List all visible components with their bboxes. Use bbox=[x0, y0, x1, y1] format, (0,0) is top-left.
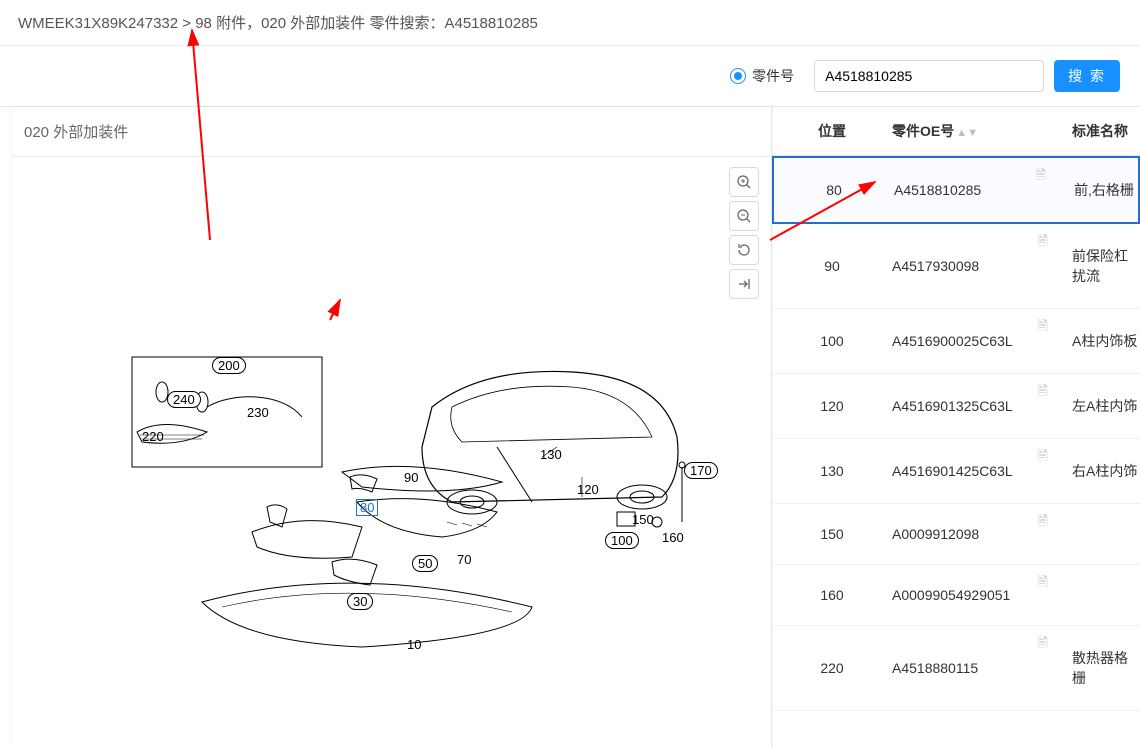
callout-50[interactable]: 50 bbox=[412, 555, 438, 572]
breadcrumb-sep: > bbox=[182, 15, 191, 32]
search-type-radio[interactable]: 零件号 bbox=[730, 66, 794, 86]
sort-icon: ▲▼ bbox=[956, 127, 978, 139]
callout-130[interactable]: 130 bbox=[540, 447, 562, 462]
table-header: 位置 零件OE号▲▼ 标准名称 bbox=[772, 107, 1140, 156]
search-bar: 零件号 搜 索 bbox=[0, 46, 1140, 106]
cell-position: 130 bbox=[772, 463, 892, 479]
callout-160[interactable]: 160 bbox=[662, 530, 684, 545]
cell-name: 前保险杠扰流 bbox=[1062, 246, 1140, 286]
callout-100[interactable]: 100 bbox=[605, 532, 639, 549]
callout-170[interactable]: 170 bbox=[684, 462, 718, 479]
callout-70[interactable]: 70 bbox=[457, 552, 471, 567]
search-button[interactable]: 搜 索 bbox=[1054, 60, 1120, 92]
radio-label: 零件号 bbox=[752, 66, 794, 86]
cell-oe: A4516901425C63L bbox=[892, 463, 1062, 479]
document-icon[interactable]: 🗎 bbox=[1038, 634, 1048, 656]
callout-200[interactable]: 200 bbox=[212, 357, 246, 374]
callout-10[interactable]: 10 bbox=[407, 637, 421, 652]
document-icon[interactable]: 🗎 bbox=[1036, 166, 1046, 188]
cell-oe: A4517930098 bbox=[892, 258, 1062, 274]
cell-position: 220 bbox=[772, 660, 892, 676]
cell-position: 150 bbox=[772, 526, 892, 542]
diagram-panel: 020 外部加装件 bbox=[12, 107, 772, 748]
document-icon[interactable]: 🗎 bbox=[1038, 317, 1048, 339]
table-row[interactable]: 120A4516901325C63L左A柱内饰 🗎 bbox=[772, 374, 1140, 439]
document-icon[interactable]: 🗎 bbox=[1038, 232, 1048, 254]
radio-dot-icon bbox=[730, 68, 746, 84]
cell-position: 90 bbox=[772, 258, 892, 274]
callout-30[interactable]: 30 bbox=[347, 593, 373, 610]
cell-name: 左A柱内饰 bbox=[1062, 396, 1140, 416]
cell-name: 散热器格栅 bbox=[1062, 648, 1140, 688]
cell-position: 160 bbox=[772, 587, 892, 603]
callout-120[interactable]: 120 bbox=[577, 482, 599, 497]
table-row[interactable]: 160A00099054929051🗎 bbox=[772, 565, 1140, 626]
panel-title: 020 外部加装件 bbox=[12, 107, 771, 157]
callout-220[interactable]: 220 bbox=[142, 429, 164, 444]
breadcrumb: WMEEK31X89K247332 > 98 附件，020 外部加装件 零件搜索… bbox=[0, 0, 1140, 46]
diagram-area[interactable]: 200 240 230 220 130 170 90 80 120 150 160 100 70 50 30… bbox=[12, 157, 771, 717]
breadcrumb-vin[interactable]: WMEEK31X89K247332 bbox=[18, 15, 178, 32]
breadcrumb-search-value: A4518810285 bbox=[444, 15, 537, 32]
table-row[interactable]: 150A0009912098🗎 bbox=[772, 504, 1140, 565]
cell-oe: A0009912098 bbox=[892, 526, 1062, 542]
document-icon[interactable]: 🗎 bbox=[1038, 382, 1048, 404]
table-row[interactable]: 90A4517930098前保险杠扰流 🗎 bbox=[772, 224, 1140, 309]
callout-240[interactable]: 240 bbox=[167, 391, 201, 408]
document-icon[interactable]: 🗎 bbox=[1038, 573, 1048, 595]
cell-position: 100 bbox=[772, 333, 892, 349]
table-row[interactable]: 100A4516900025C63LA柱内饰板 🗎 bbox=[772, 309, 1140, 374]
part-number-input[interactable] bbox=[814, 60, 1044, 92]
table-row[interactable]: 220A4518880115散热器格栅 🗎 bbox=[772, 626, 1140, 711]
breadcrumb-category[interactable]: 98 附件，020 外部加装件 bbox=[195, 15, 365, 32]
cell-oe: A00099054929051 bbox=[892, 587, 1062, 603]
callout-80[interactable]: 80 bbox=[356, 499, 378, 516]
parts-table: 位置 零件OE号▲▼ 标准名称 80A4518810285前,右格栅🗎90A45… bbox=[772, 107, 1140, 748]
table-row[interactable]: 80A4518810285前,右格栅🗎 bbox=[772, 156, 1140, 224]
header-position[interactable]: 位置 bbox=[772, 121, 892, 141]
cell-position: 80 bbox=[774, 182, 894, 198]
cell-oe: A4516901325C63L bbox=[892, 398, 1062, 414]
cell-name: 右A柱内饰 bbox=[1062, 461, 1140, 481]
callout-90[interactable]: 90 bbox=[404, 470, 418, 485]
cell-name: A柱内饰板 bbox=[1062, 331, 1140, 351]
cell-oe: A4516900025C63L bbox=[892, 333, 1062, 349]
callout-230[interactable]: 230 bbox=[247, 405, 269, 420]
cell-oe: A4518880115 bbox=[892, 660, 1062, 676]
breadcrumb-search-label: 零件搜索： bbox=[369, 15, 444, 32]
cell-position: 120 bbox=[772, 398, 892, 414]
header-name[interactable]: 标准名称 bbox=[1062, 121, 1140, 141]
cell-name: 前,右格栅 bbox=[1064, 180, 1138, 200]
header-oe-label: 零件OE号 bbox=[892, 123, 954, 139]
table-row[interactable]: 130A4516901425C63L右A柱内饰 🗎 bbox=[772, 439, 1140, 504]
document-icon[interactable]: 🗎 bbox=[1038, 512, 1048, 534]
document-icon[interactable]: 🗎 bbox=[1038, 447, 1048, 469]
header-oe[interactable]: 零件OE号▲▼ bbox=[892, 121, 1062, 141]
callout-150[interactable]: 150 bbox=[632, 512, 654, 527]
